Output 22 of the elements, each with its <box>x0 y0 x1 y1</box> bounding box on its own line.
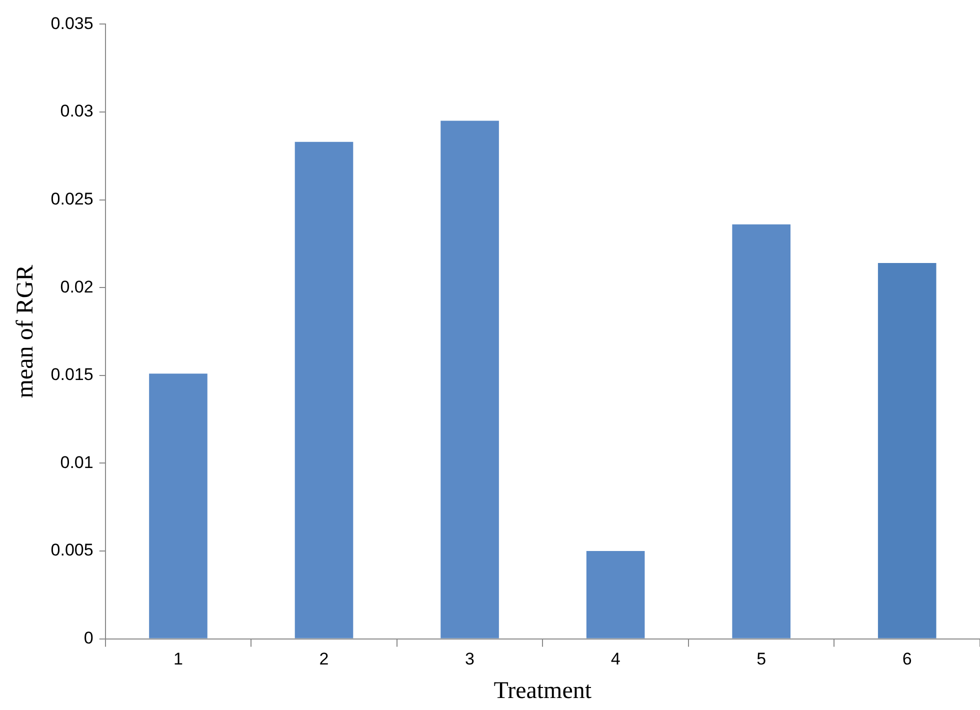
x-tick-label: 4 <box>610 650 620 669</box>
x-tick-label: 3 <box>465 650 475 669</box>
x-tick-label: 2 <box>319 650 329 669</box>
y-tick-label: 0.025 <box>50 189 94 208</box>
y-tick-label: 0.03 <box>60 102 94 121</box>
bar <box>586 551 645 638</box>
x-axis-title: Treatment <box>494 678 592 704</box>
bar <box>878 263 936 638</box>
x-tick-label: 1 <box>173 650 183 669</box>
y-tick-label: 0 <box>84 628 94 648</box>
y-tick-label: 0.005 <box>50 540 94 560</box>
y-tick-label: 0.01 <box>60 452 94 472</box>
y-tick-label: 0.015 <box>50 365 94 384</box>
bar <box>440 120 499 638</box>
y-axis-title: mean of RGR <box>12 264 39 398</box>
x-tick-label: 6 <box>902 650 912 669</box>
bar <box>294 142 354 638</box>
y-tick-label: 0.02 <box>60 277 94 296</box>
bar <box>149 374 208 638</box>
bar <box>732 224 790 638</box>
x-tick-label: 5 <box>756 650 766 669</box>
y-tick-label: 0.035 <box>50 14 94 33</box>
